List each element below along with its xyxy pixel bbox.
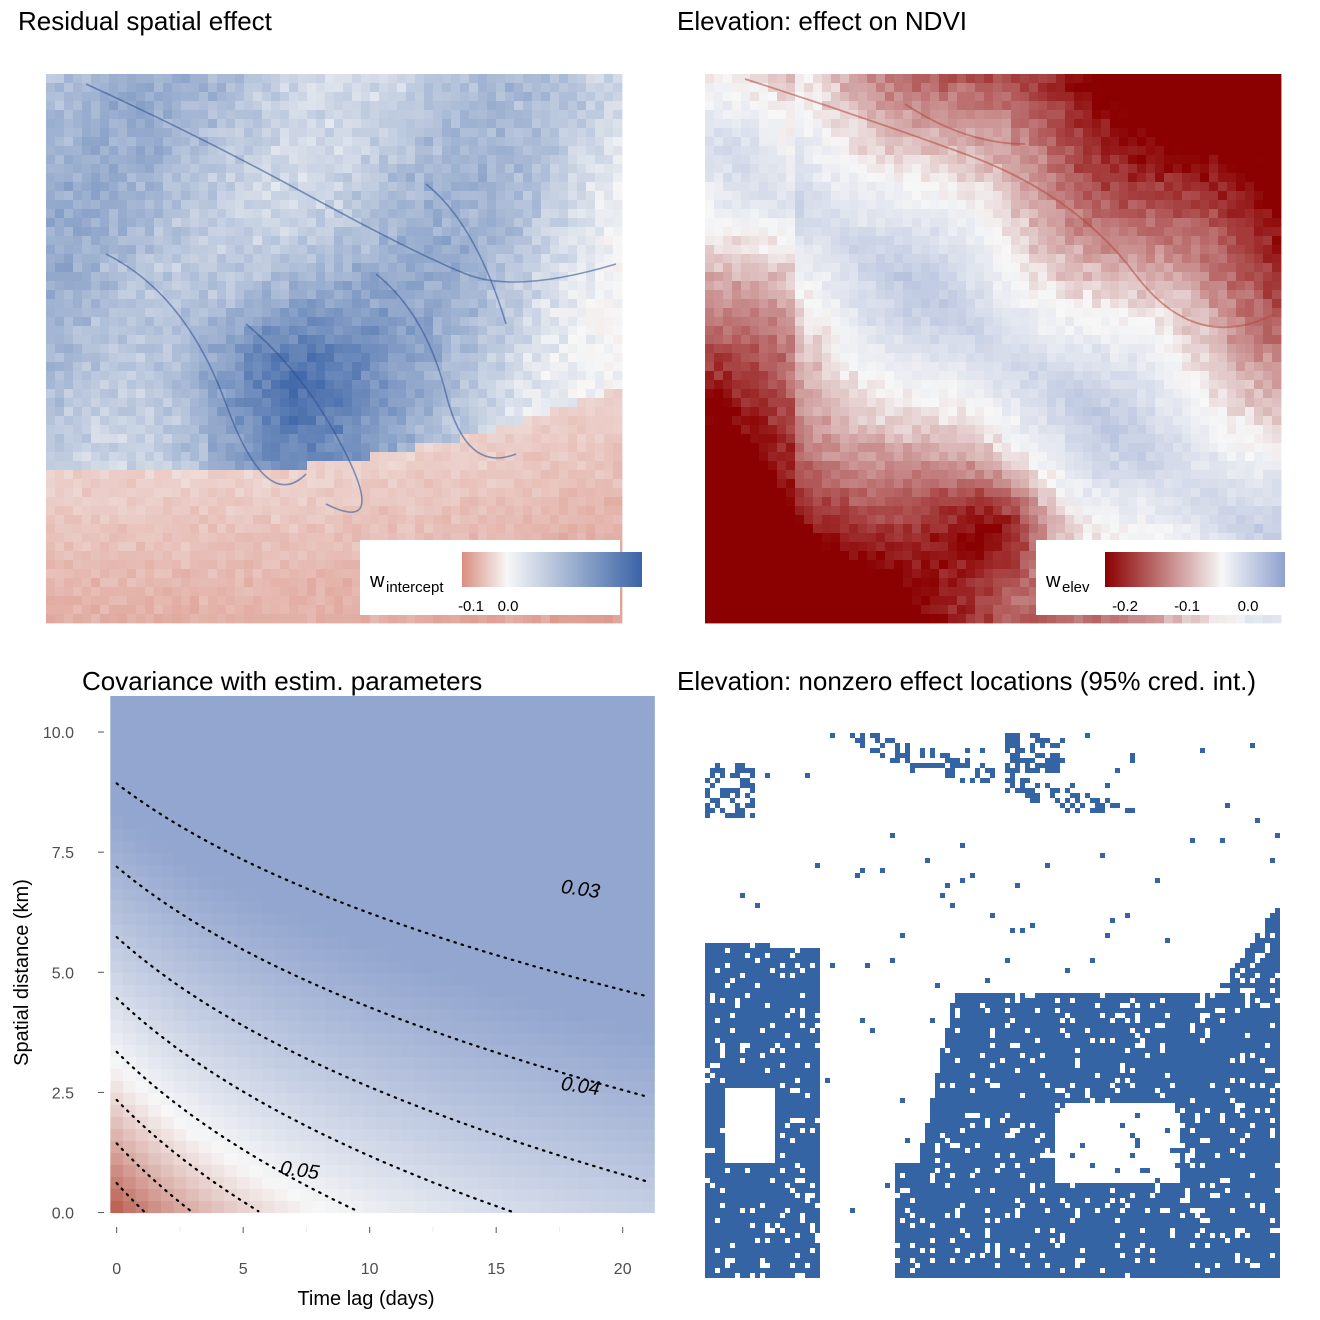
elev-map: w elev -0.2 -0.1 0.0: [705, 74, 1285, 624]
x-axis-label: Time lag (days): [297, 1288, 434, 1310]
elev-ridges: [744, 78, 1276, 329]
chart-title: Covariance with estim. parameters: [82, 666, 483, 696]
contour-label: 0.03: [560, 876, 602, 903]
contour-line: [115, 1142, 194, 1214]
y-tick-label: 10.0: [43, 725, 74, 742]
intercept-raster: [46, 74, 623, 624]
covariance-chart: 0.03 0.04 0.05 0 5 10 15 20 0.0 2.5 5.0 7.5 10.0 Time…: [11, 695, 655, 1310]
elev-legend-label-sub: elev: [1062, 579, 1090, 596]
elev-panel-title: Elevation: effect on NDVI: [677, 6, 968, 36]
contour-line: [115, 936, 647, 1183]
y-tick-label: 0.0: [52, 1206, 74, 1223]
intercept-panel-title: Residual spatial effect: [18, 6, 272, 36]
intercept-legend: w intercept -0.1 0.0: [360, 540, 642, 615]
contour-line: [115, 782, 647, 997]
intercept-legend-tick: -0.1: [458, 598, 484, 615]
intercept-legend-bar: [462, 552, 642, 587]
intercept-legend-label-sub: intercept: [386, 579, 444, 596]
intercept-map: w intercept -0.1 0.0: [46, 74, 642, 624]
y-tick-label: 2.5: [52, 1085, 74, 1102]
covariance-contours: [115, 782, 647, 1214]
elev-legend-bar: [1105, 552, 1285, 587]
elev-legend-tick: 0.0: [1238, 598, 1259, 615]
y-tick-label: 5.0: [52, 965, 74, 982]
covariance-grid: [179, 1227, 560, 1232]
nonzero-pixels: [705, 733, 1280, 1278]
nonzero-panel-title: Elevation: nonzero effect locations (95%…: [677, 666, 1257, 696]
contour-label: 0.04: [560, 1073, 602, 1100]
elev-legend-tick: -0.2: [1112, 598, 1138, 615]
contour-label: 0.05: [279, 1157, 321, 1184]
x-tick-label: 0: [112, 1261, 121, 1278]
elev-legend-label: w: [1045, 570, 1061, 592]
x-tick-label: 20: [614, 1261, 632, 1278]
covariance-heatmap: [110, 695, 655, 1214]
x-tick-label: 5: [239, 1261, 248, 1278]
elev-legend: w elev -0.2 -0.1 0.0: [1036, 540, 1285, 615]
contour-line: [115, 996, 516, 1214]
covariance-axes: 0 5 10 15 20 0.0 2.5 5.0 7.5 10.0: [43, 725, 632, 1278]
x-tick-label: 10: [361, 1261, 379, 1278]
contour-line: [115, 865, 647, 1098]
x-tick-label: 15: [487, 1261, 505, 1278]
contour-line: [115, 1050, 361, 1214]
y-axis-label: Spatial distance (km): [11, 879, 33, 1066]
intercept-legend-label: w: [369, 570, 385, 592]
intercept-legend-tick: 0.0: [498, 598, 519, 615]
contour-line: [115, 1182, 146, 1214]
y-tick-label: 7.5: [52, 845, 74, 862]
intercept-rivers: [85, 83, 617, 513]
elev-legend-tick: -0.1: [1174, 598, 1200, 615]
nonzero-map: [705, 733, 1280, 1278]
